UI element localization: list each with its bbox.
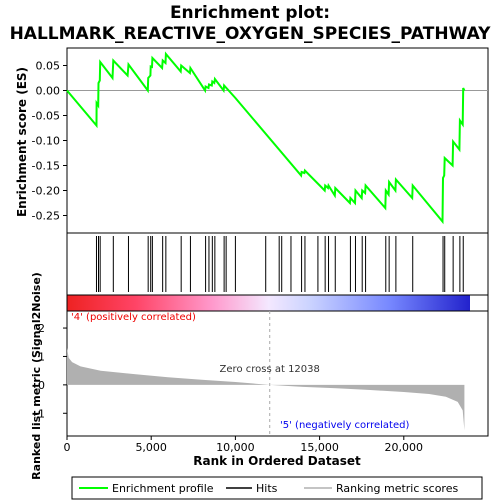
x-tick-label: 15,000 <box>300 441 339 454</box>
x-tick-label: 0 <box>64 441 71 454</box>
legend-item-ranking: Ranking metric scores <box>304 482 458 495</box>
zero-cross-label: Zero cross at 12038 <box>220 364 320 375</box>
x-axis: 0 5,000 10,000 15,000 20,000 <box>64 436 424 454</box>
es-y-axis: 0.05 0.00 -0.05 -0.10 -0.15 -0.20 -0.25 <box>32 60 67 223</box>
metric-y-axis: 2 1 0 -1 <box>34 322 67 420</box>
hits-group <box>95 236 464 292</box>
es-y-tick-label: 0.05 <box>36 60 61 73</box>
es-y-axis-label: Enrichment score (ES) <box>15 67 29 217</box>
legend-label-ranking: Ranking metric scores <box>336 482 458 495</box>
metric-y-tick-label: 0 <box>38 379 45 392</box>
es-panel-frame <box>66 47 489 234</box>
es-y-tick-label: 0.00 <box>36 85 61 98</box>
chart-title-line2: HALLMARK_REACTIVE_OXYGEN_SPECIES_PATHWAY <box>10 24 492 44</box>
x-tick-label: 5,000 <box>135 441 167 454</box>
metric-y-tick-label: 2 <box>38 322 45 335</box>
es-y-tick-label: -0.05 <box>32 110 60 123</box>
legend-item-enrichment: Enrichment profile <box>79 482 214 495</box>
es-y-tick-label: -0.25 <box>32 210 60 223</box>
legend-label-hits: Hits <box>256 482 278 495</box>
x-tick-label: 20,000 <box>385 441 424 454</box>
rank-color-bar <box>67 295 470 311</box>
legend-item-hits: Hits <box>226 482 278 495</box>
legend-box <box>71 476 483 500</box>
es-y-tick-label: -0.10 <box>32 135 60 148</box>
metric-y-tick-label: -1 <box>34 407 45 420</box>
x-axis-label: Rank in Ordered Dataset <box>193 454 361 468</box>
chart-title-line1: Enrichment plot: <box>170 3 330 23</box>
metric-y-tick-label: 1 <box>38 350 45 363</box>
es-y-tick-label: -0.15 <box>32 160 60 173</box>
metric-y-axis-label: Ranked list metric (Signal2Noise) <box>30 272 43 480</box>
x-tick-label: 10,000 <box>216 441 255 454</box>
hits-panel-frame <box>66 232 489 296</box>
ranking-metric-area <box>67 347 465 431</box>
enrichment-profile-line <box>66 51 466 225</box>
negative-correlation-label: '5' (negatively correlated) <box>280 420 409 431</box>
es-y-tick-label: -0.20 <box>32 185 60 198</box>
positive-correlation-label: '4' (positively correlated) <box>71 312 196 323</box>
metric-panel-frame <box>66 310 489 437</box>
legend-label-enrichment: Enrichment profile <box>112 482 214 495</box>
